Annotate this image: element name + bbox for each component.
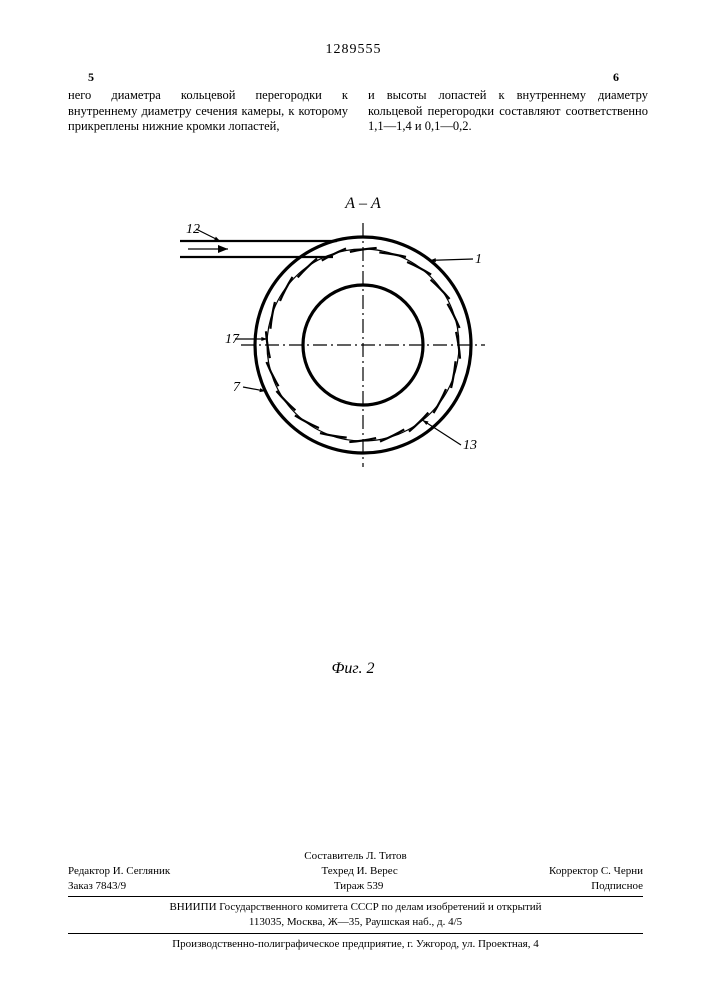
footer-editor: Редактор И. Сегляник — [68, 864, 170, 879]
footer-subscription: Подписное — [591, 879, 643, 894]
column-number-left: 5 — [88, 70, 94, 85]
footer-tirazh: Тираж 539 — [334, 879, 384, 894]
svg-text:13: 13 — [463, 438, 477, 453]
footer-row-order: Заказ 7843/9 Тираж 539 Подписное — [68, 879, 643, 894]
footer-block: Составитель Л. Титов Редактор И. Сегляни… — [68, 849, 643, 952]
footer-divider-2 — [68, 933, 643, 934]
footer-vniipi: ВНИИПИ Государственного комитета СССР по… — [68, 900, 643, 915]
body-text-left: него диаметра кольцевой перегородки к вн… — [68, 88, 348, 135]
footer-order: Заказ 7843/9 — [68, 879, 126, 894]
footer-address: 113035, Москва, Ж—35, Раушская наб., д. … — [68, 915, 643, 930]
page-number: 1289555 — [0, 42, 707, 58]
footer-divider-1 — [68, 896, 643, 897]
footer-compiler: Составитель Л. Титов — [68, 849, 643, 864]
figure-caption: Фиг. 2 — [163, 660, 543, 678]
footer-tech-editor: Техред И. Верес — [321, 864, 397, 879]
figure-svg: А – А 12 1 17 7 13 — [163, 190, 543, 470]
svg-text:7: 7 — [233, 380, 241, 395]
footer-row-credits: Редактор И. Сегляник Техред И. Верес Кор… — [68, 864, 643, 879]
footer-corrector: Корректор С. Черни — [549, 864, 643, 879]
svg-text:А – А: А – А — [344, 195, 381, 212]
column-number-right: 6 — [613, 70, 619, 85]
footer-printer: Производственно-полиграфическое предприя… — [68, 937, 643, 952]
figure-2: А – А12117713 Фиг. 2 — [163, 190, 543, 470]
svg-text:12: 12 — [186, 222, 200, 237]
body-text-right: и высоты лопастей к внутреннему диаметру… — [368, 88, 648, 135]
svg-text:1: 1 — [475, 252, 482, 267]
svg-text:17: 17 — [225, 332, 240, 347]
